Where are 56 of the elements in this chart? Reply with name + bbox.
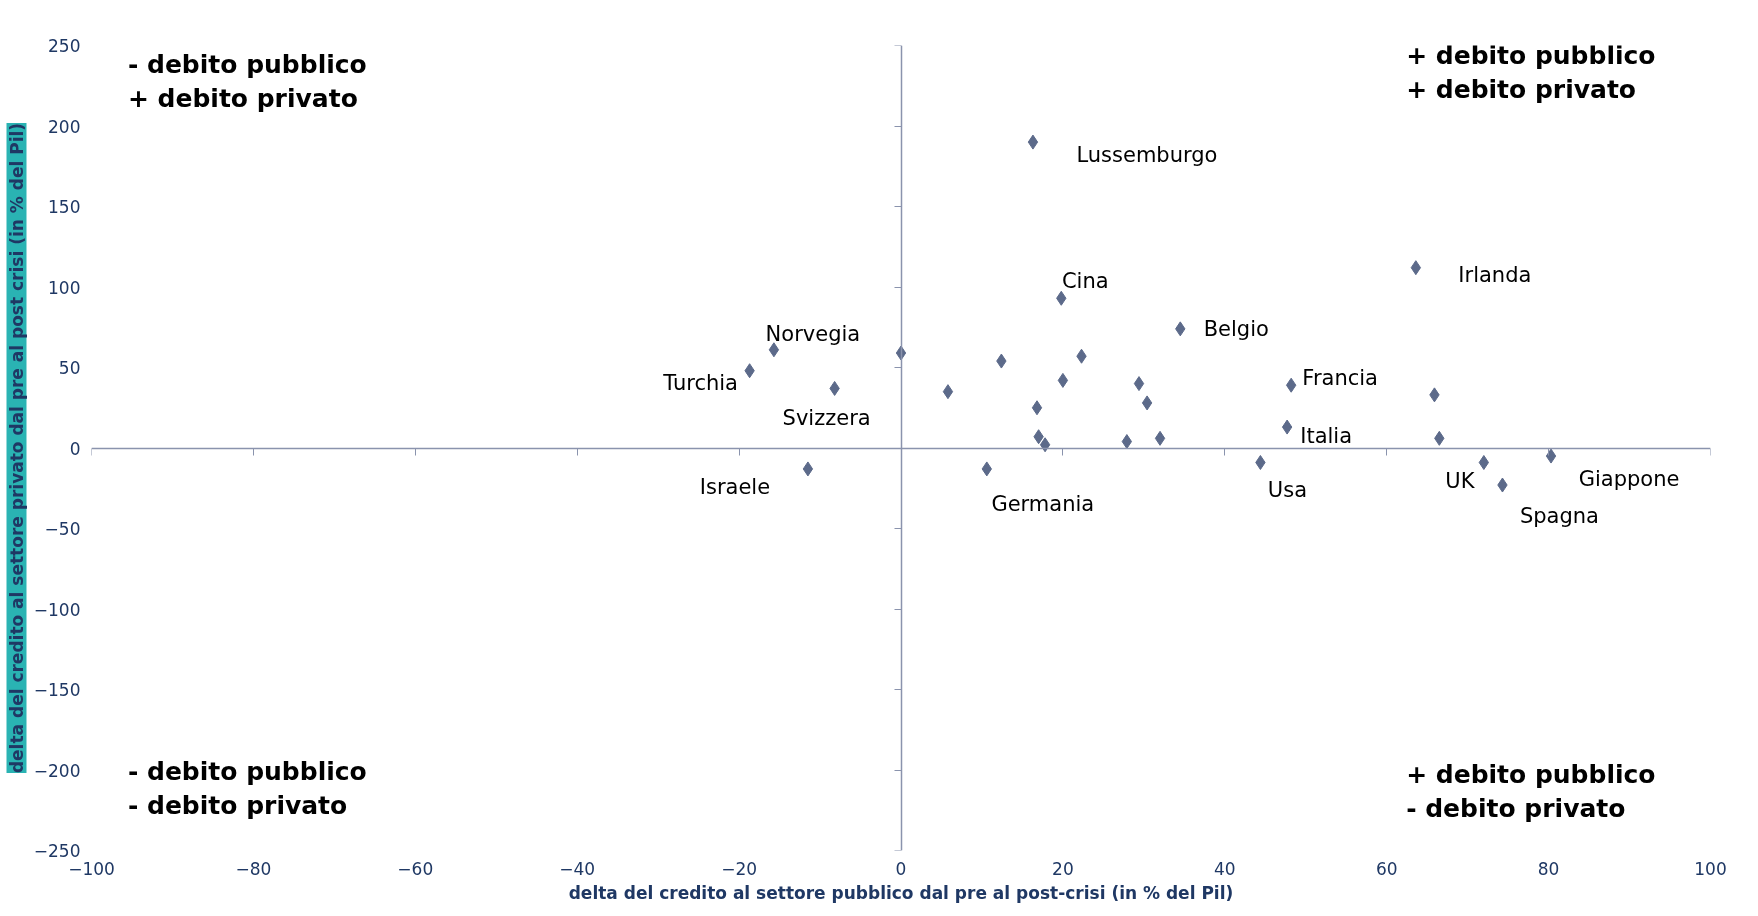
point <box>1141 395 1153 411</box>
annotation: Germania <box>991 491 1095 516</box>
x-tick-label: −40 <box>559 858 596 879</box>
x-tick-label: 20 <box>1052 858 1074 879</box>
annotation: Lussemburgo <box>1076 143 1218 168</box>
point <box>1039 437 1051 453</box>
annotation: Spagna <box>1519 504 1599 529</box>
x-tick-label: 60 <box>1375 858 1398 879</box>
annotation: Cina <box>1061 269 1109 294</box>
y-tick-label: 50 <box>58 358 81 378</box>
point <box>1031 400 1043 416</box>
x-tick-label: −20 <box>721 858 758 879</box>
annotation: - debito pubblico - debito privato <box>127 757 367 821</box>
annotation: Turchia <box>662 370 738 395</box>
y-tick-label: −250 <box>33 841 81 861</box>
y-tick-label: −50 <box>44 519 81 539</box>
annotation: Svizzera <box>782 406 871 431</box>
annotation: - debito pubblico + debito privato <box>127 50 367 114</box>
point <box>802 461 814 477</box>
point <box>942 384 954 400</box>
y-tick-label: −150 <box>33 680 81 700</box>
annotation: Francia <box>1302 366 1378 391</box>
point <box>1133 376 1145 392</box>
y-tick-label: 200 <box>48 116 81 137</box>
point <box>1027 134 1039 150</box>
annotation: Belgio <box>1203 316 1269 341</box>
x-tick-label: −60 <box>397 858 434 879</box>
annotation: Giappone <box>1578 467 1680 492</box>
y-tick-label: 0 <box>69 438 81 459</box>
annotation: Norvegia <box>765 321 861 346</box>
x-axis-title: delta del credito al settore pubblico dal pre al post-crisi (in % del Pil) <box>568 882 1234 903</box>
x-tick-label: 0 <box>895 858 907 879</box>
y-tick-label: −200 <box>33 760 81 781</box>
point <box>1478 454 1490 470</box>
y-axis-title: delta del credito al settore privato dal pre al post crisi (in % del Pil) <box>6 122 27 774</box>
point <box>1154 430 1166 446</box>
y-tick-label: −100 <box>33 599 81 620</box>
y-tick-label: 100 <box>48 277 81 298</box>
y-tick-label: 250 <box>48 36 81 56</box>
y-tick-label: 150 <box>48 197 81 217</box>
point <box>1281 419 1293 435</box>
point <box>1545 448 1557 464</box>
annotation: Usa <box>1267 478 1308 503</box>
annotation: + debito pubblico + debito privato <box>1406 40 1656 104</box>
point <box>1410 260 1422 276</box>
x-tick-label: 40 <box>1213 858 1236 879</box>
annotation: Italia <box>1300 424 1353 449</box>
annotation: Irlanda <box>1458 262 1532 287</box>
point <box>1057 372 1069 388</box>
x-tick-label: 100 <box>1694 858 1727 879</box>
annotation: + debito pubblico - debito privato <box>1406 760 1656 824</box>
annotation: UK <box>1445 469 1476 494</box>
annotation: Israele <box>699 474 771 499</box>
x-tick-label: 80 <box>1537 858 1560 879</box>
x-tick-label: −80 <box>235 858 272 879</box>
point <box>1121 434 1133 450</box>
